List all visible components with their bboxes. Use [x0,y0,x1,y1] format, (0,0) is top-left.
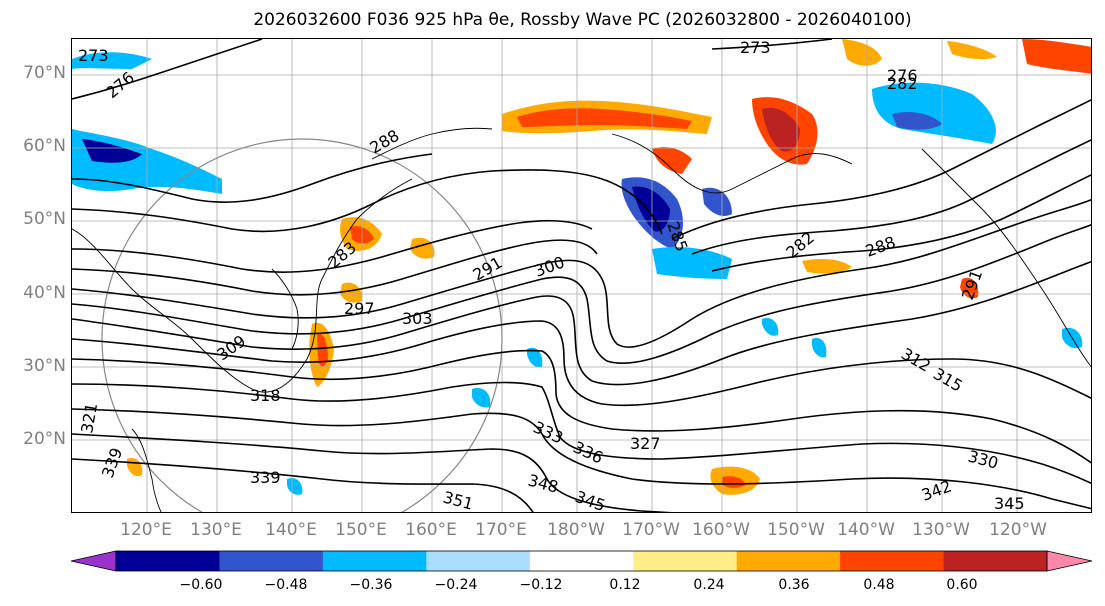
map-title: 2026032600 F036 925 hPa θe, Rossby Wave … [253,10,912,30]
map-panel: 273 276 273 276 288 282 285 283 291 300 … [71,38,1092,513]
colorbar-segment [529,551,634,571]
contour-label: 345 [573,487,608,513]
coastlines [72,127,1091,512]
lon-label-140w: 140°W [837,520,895,540]
contour-label: 282 [887,74,918,93]
lon-label-180w: 180°W [547,520,605,540]
contour-label: 345 [994,494,1025,513]
lon-label-140e: 140°E [265,520,317,540]
lon-label-170w: 170°W [622,520,680,540]
colorbar-tick: −0.48 [264,577,308,593]
contour-label: 336 [570,437,606,467]
contour-label: 303 [402,309,433,328]
colorbar [70,550,1093,572]
lon-label-130w: 130°W [912,520,970,540]
contour-label: 309 [213,331,249,364]
colorbar-arrow-high [1046,550,1093,572]
lon-label-120e: 120°E [120,520,172,540]
lat-label-60: 60°N [23,136,66,156]
contour-label: 273 [740,39,771,57]
theta-e-contours [72,39,1091,512]
contour-label: 318 [250,386,281,405]
shaded-anomalies [72,39,1091,495]
lon-label-150e: 150°E [335,520,387,540]
lon-label-150w: 150°W [767,520,825,540]
lon-label-120w: 120°W [989,520,1047,540]
lat-label-20: 20°N [23,429,66,449]
lon-label-170e: 170°E [475,520,527,540]
lat-label-50: 50°N [23,209,66,229]
lon-label-160w: 160°W [692,520,750,540]
contour-label: 342 [919,476,954,504]
contour-label: 339 [98,445,126,480]
contour-label: 273 [78,46,109,65]
map-canvas: 273 276 273 276 288 282 285 283 291 300 … [72,39,1091,513]
lon-label-130e: 130°E [190,520,242,540]
colorbar-tick: 0.36 [778,577,810,593]
colorbar-tick: 0.24 [693,577,725,593]
contour-label: 315 [930,364,966,396]
contour-label: 330 [966,447,1000,473]
colorbar-segment [943,551,1048,571]
colorbar-tick: −0.12 [519,577,563,593]
colorbar-tick: 0.12 [609,577,641,593]
contour-label: 300 [532,252,567,280]
colorbar-segment [736,551,841,571]
lat-label-70: 70°N [23,63,66,83]
colorbar-segment [322,551,427,571]
contour-label: 276 [887,66,918,85]
colorbar-tick: −0.36 [349,577,393,593]
colorbar-segment [219,551,324,571]
colorbar-segment [426,551,531,571]
contour-label: 288 [863,232,898,260]
contour-label: 291 [958,267,986,302]
colorbar-tick: 0.60 [946,577,978,593]
colorbar-tick: 0.48 [863,577,895,593]
graticule [72,39,1091,512]
contour-label: 321 [77,401,101,434]
colorbar-segment [633,551,738,571]
contour-label: 327 [630,434,661,453]
contour-label: 339 [250,468,281,487]
lon-label-160e: 160°E [405,520,457,540]
range-circle [101,138,503,512]
colorbar-frame [115,550,1048,572]
contour-label: 351 [441,488,475,513]
lat-label-30: 30°N [23,356,66,376]
colorbar-segment [116,551,220,571]
colorbar-tick: −0.60 [179,577,223,593]
contour-label: 312 [898,344,934,376]
colorbar-tick: −0.24 [434,577,478,593]
colorbar-segment [840,551,945,571]
colorbar-arrow-low [70,550,117,572]
lat-label-40: 40°N [23,283,66,303]
contour-label: 348 [526,471,560,497]
contour-label: 297 [344,299,375,318]
contour-label: 276 [102,68,138,102]
